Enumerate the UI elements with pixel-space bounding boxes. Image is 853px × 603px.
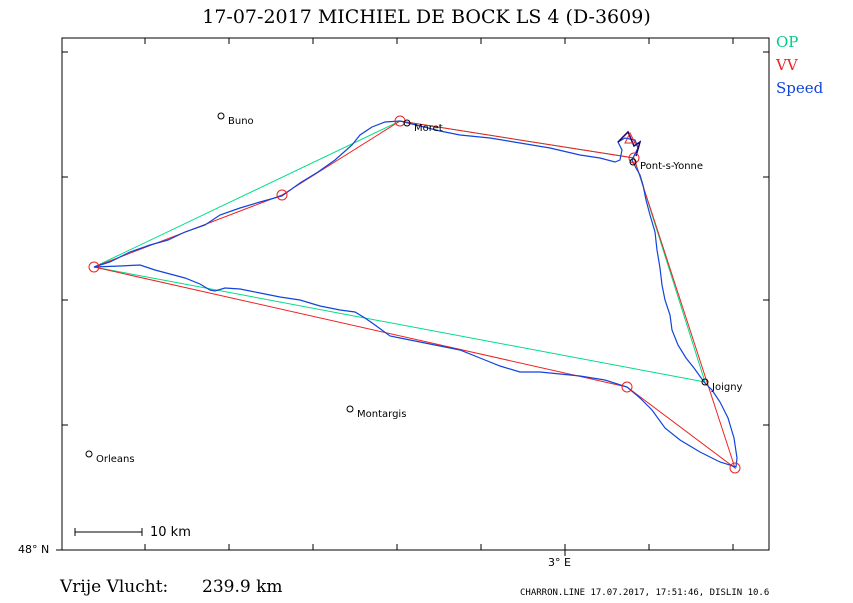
legend-vv: VV — [776, 56, 798, 74]
place-label-pont: Pont-s-Yonne — [640, 161, 703, 172]
turnpoint-5 — [621, 381, 633, 393]
place-marker-buno — [217, 112, 225, 120]
footer-info: CHARRON.LINE 17.07.2017, 17:51:46, DISLI… — [520, 588, 770, 598]
place-marker-orleans — [85, 450, 93, 458]
flight-track — [93, 120, 738, 468]
place-marker-pont — [629, 158, 637, 166]
distance-label: Vrije Vlucht: — [60, 577, 169, 597]
turnpoint-3 — [628, 152, 640, 164]
scale-label: 10 km — [150, 525, 191, 540]
place-label-joigny: Joigny — [711, 382, 743, 393]
longitude-label: 3° E — [548, 556, 571, 569]
place-label-buno: Buno — [228, 116, 254, 127]
distance-value: 239.9 km — [202, 577, 283, 597]
legend-speed: Speed — [776, 79, 824, 97]
turnpoint-4 — [729, 462, 741, 474]
map-frame — [61, 37, 770, 551]
place-label-montargis: Montargis — [357, 409, 406, 420]
latitude-label: 48° N — [18, 543, 50, 556]
place-label-moret: Moret — [414, 123, 443, 134]
legend-op: OP — [776, 33, 799, 51]
map-title: 17-07-2017 MICHIEL DE BOCK LS 4 (D-3609) — [202, 6, 651, 28]
top-ticks — [144, 38, 734, 44]
op-route — [93, 120, 706, 383]
turnpoint-1 — [276, 189, 288, 201]
scale-bar — [74, 528, 143, 536]
bottom-ticks — [144, 544, 734, 556]
turnpoint-start — [88, 261, 100, 273]
place-marker-montargis — [346, 405, 354, 413]
place-marker-moret — [403, 119, 411, 127]
place-label-orleans: Orleans — [96, 454, 135, 465]
right-ticks — [763, 51, 769, 426]
left-ticks — [56, 51, 68, 551]
track-detail — [617, 130, 642, 157]
start-triangle — [624, 131, 636, 144]
place-marker-joigny — [701, 378, 709, 386]
